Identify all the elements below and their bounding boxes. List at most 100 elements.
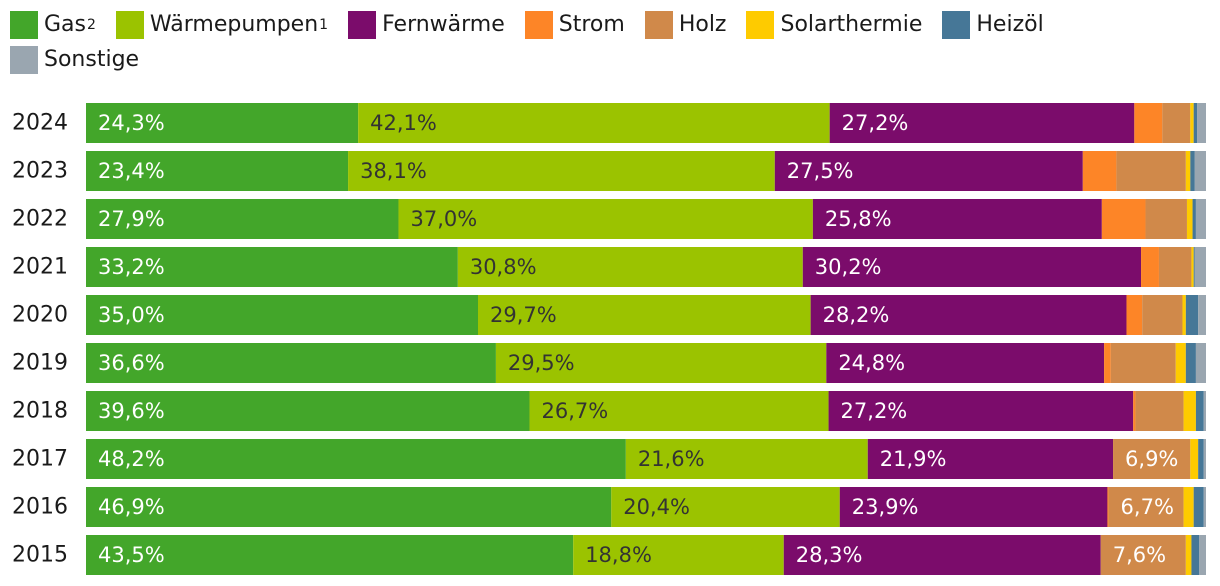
bar-heizol-2018 (1195, 391, 1204, 431)
data-label-warmepumpen-2018: 26,7% (542, 399, 609, 423)
bar-solarthermie-2016 (1183, 487, 1194, 527)
bar-strom-2021 (1141, 247, 1159, 287)
bar-solarthermie-2018 (1183, 391, 1196, 431)
bar-sonstige-2021 (1194, 247, 1206, 287)
data-label-fernwarme-2015: 28,3% (796, 543, 863, 567)
data-label-gas-2022: 27,9% (98, 207, 165, 231)
bar-solarthermie-2020 (1182, 295, 1186, 335)
bar-heizol-2015 (1191, 535, 1200, 575)
data-label-fernwarme-2021: 30,2% (815, 255, 882, 279)
legend-label: Holz (678, 12, 727, 37)
bar-fernwarme-2016 (839, 487, 1108, 527)
legend-item-sonstige: Sonstige (10, 45, 139, 74)
year-label-2020: 2020 (12, 303, 68, 328)
year-label-2015: 2015 (12, 543, 68, 568)
legend-label: Wärmepumpen (149, 12, 319, 37)
legend-swatch (348, 10, 377, 39)
bar-warmepumpen-2024 (358, 103, 830, 143)
bar-gas-2016 (86, 487, 612, 527)
bar-sonstige-2015 (1199, 535, 1206, 575)
bar-warmepumpen-2015 (573, 535, 784, 575)
data-label-warmepumpen-2019: 29,5% (508, 351, 575, 375)
data-label-gas-2023: 23,4% (98, 159, 165, 183)
bar-holz-2022 (1145, 199, 1187, 239)
data-label-gas-2017: 48,2% (98, 447, 165, 471)
bar-holz-2015 (1100, 535, 1186, 575)
bar-holz-2016 (1108, 487, 1184, 527)
legend-item-solarthermie: Solarthermie (746, 10, 922, 39)
bar-warmepumpen-2022 (398, 199, 813, 239)
data-label-gas-2021: 33,2% (98, 255, 165, 279)
data-label-warmepumpen-2024: 42,1% (370, 111, 437, 135)
bar-sonstige-2020 (1198, 295, 1206, 335)
chart-legend: Gas 2 Wärmepumpen 1 Fernwärme Strom Holz Solart… (10, 10, 1160, 74)
legend-label: Sonstige (44, 47, 140, 72)
bar-fernwarme-2024 (829, 103, 1135, 143)
bar-holz-2023 (1116, 151, 1186, 191)
data-label-gas-2018: 39,6% (98, 399, 165, 423)
year-label-2019: 2019 (12, 351, 68, 376)
year-label-2021: 2021 (12, 255, 68, 280)
data-label-warmepumpen-2015: 18,8% (585, 543, 652, 567)
bar-gas-2017 (86, 439, 626, 479)
data-label-fernwarme-2016: 23,9% (852, 495, 919, 519)
bar-solarthermie-2017 (1190, 439, 1199, 479)
bar-strom-2022 (1101, 199, 1146, 239)
bar-fernwarme-2017 (867, 439, 1114, 479)
bar-sonstige-2023 (1194, 151, 1206, 191)
bar-fernwarme-2023 (774, 151, 1083, 191)
data-label-fernwarme-2022: 25,8% (825, 207, 892, 231)
bar-heizol-2017 (1198, 439, 1204, 479)
bar-holz-2019 (1110, 343, 1176, 383)
data-label-warmepumpen-2022: 37,0% (410, 207, 477, 231)
data-label-warmepumpen-2021: 30,8% (470, 255, 537, 279)
data-label-fernwarme-2018: 27,2% (841, 399, 908, 423)
bar-holz-2017 (1113, 439, 1191, 479)
data-label-holz-2017: 6,9% (1125, 447, 1178, 471)
bar-heizol-2023 (1190, 151, 1195, 191)
bar-solarthermie-2023 (1185, 151, 1191, 191)
legend-swatch (115, 10, 144, 39)
bar-solarthermie-2022 (1186, 199, 1193, 239)
bar-strom-2018 (1133, 391, 1136, 431)
bar-solarthermie-2021 (1191, 247, 1194, 287)
bar-heizol-2024 (1193, 103, 1198, 143)
data-label-fernwarme-2017: 21,9% (880, 447, 947, 471)
bar-fernwarme-2020 (810, 295, 1127, 335)
legend-swatch (644, 10, 673, 39)
year-label-2022: 2022 (12, 207, 68, 232)
data-label-warmepumpen-2017: 21,6% (638, 447, 705, 471)
bar-strom-2023 (1082, 151, 1117, 191)
legend-footnote-marker: 1 (319, 16, 329, 33)
bar-gas-2022 (86, 199, 399, 239)
bar-strom-2016 (1107, 487, 1109, 527)
data-label-gas-2019: 36,6% (98, 351, 165, 375)
data-label-fernwarme-2020: 28,2% (823, 303, 890, 327)
legend-item-holz: Holz (644, 10, 727, 39)
legend-swatch (524, 10, 553, 39)
year-label-2016: 2016 (12, 495, 68, 520)
bar-solarthermie-2019 (1175, 343, 1186, 383)
bar-gas-2019 (86, 343, 496, 383)
legend-label: Strom (558, 12, 625, 37)
year-label-2018: 2018 (12, 399, 68, 424)
legend-label: Fernwärme (382, 12, 505, 37)
year-label-2023: 2023 (12, 159, 68, 184)
bar-holz-2018 (1135, 391, 1184, 431)
bar-sonstige-2018 (1203, 391, 1206, 431)
bar-gas-2018 (86, 391, 530, 431)
bar-heizol-2021 (1193, 247, 1195, 287)
data-label-warmepumpen-2023: 38,1% (360, 159, 427, 183)
bar-sonstige-2016 (1203, 487, 1206, 527)
legend-item-strom: Strom (524, 10, 625, 39)
bar-heizol-2019 (1185, 343, 1196, 383)
legend-item-warmepumpen: Wärmepumpen 1 (115, 10, 329, 39)
bar-strom-2019 (1104, 343, 1111, 383)
bar-gas-2023 (86, 151, 349, 191)
bar-sonstige-2022 (1195, 199, 1206, 239)
bar-heizol-2020 (1185, 295, 1199, 335)
legend-footnote-marker: 2 (87, 16, 96, 33)
legend-item-gas: Gas 2 (10, 10, 96, 39)
bar-strom-2020 (1126, 295, 1143, 335)
